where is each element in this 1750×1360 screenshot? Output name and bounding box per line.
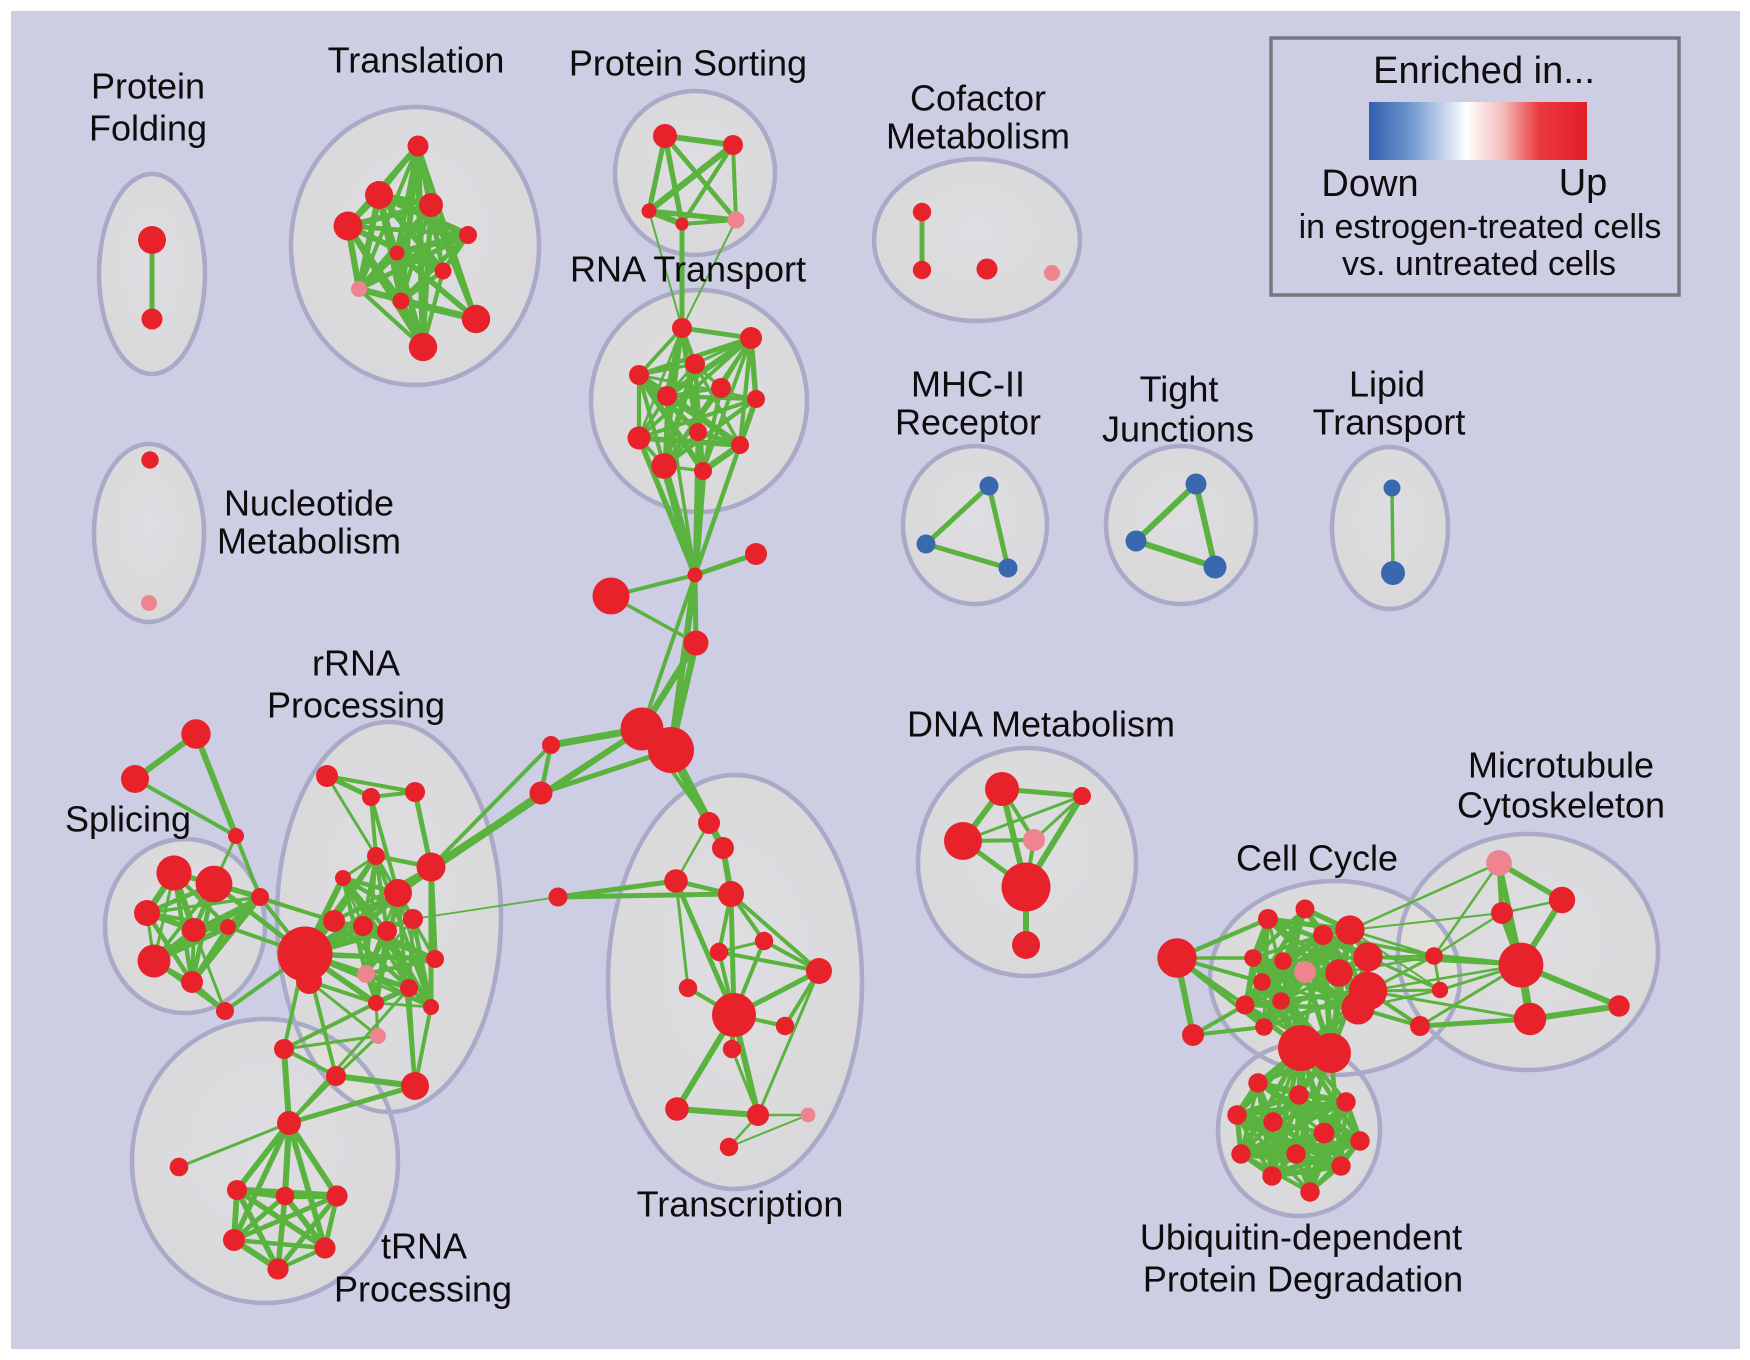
svg-text:Transport: Transport: [1313, 402, 1466, 443]
svg-text:in estrogen-treated cells: in estrogen-treated cells: [1299, 208, 1662, 246]
svg-text:Folding: Folding: [89, 108, 207, 149]
svg-text:vs. untreated cells: vs. untreated cells: [1342, 245, 1616, 283]
svg-text:Nucleotide: Nucleotide: [224, 483, 394, 524]
svg-text:Protein Degradation: Protein Degradation: [1143, 1259, 1463, 1300]
svg-text:Processing: Processing: [267, 685, 445, 726]
svg-text:Cell Cycle: Cell Cycle: [1236, 838, 1398, 879]
svg-text:DNA Metabolism: DNA Metabolism: [907, 704, 1175, 745]
svg-text:Cytoskeleton: Cytoskeleton: [1457, 785, 1665, 826]
svg-text:Receptor: Receptor: [895, 402, 1041, 443]
svg-text:Splicing: Splicing: [65, 799, 191, 840]
svg-text:Processing: Processing: [334, 1269, 512, 1310]
svg-text:Metabolism: Metabolism: [886, 116, 1070, 157]
svg-text:tRNA: tRNA: [381, 1226, 467, 1267]
svg-text:Protein Sorting: Protein Sorting: [569, 43, 807, 84]
svg-text:rRNA: rRNA: [312, 643, 400, 684]
svg-text:Ubiquitin-dependent: Ubiquitin-dependent: [1140, 1217, 1462, 1258]
svg-text:Translation: Translation: [328, 40, 505, 81]
svg-text:Down: Down: [1321, 163, 1418, 205]
svg-text:Up: Up: [1559, 162, 1608, 204]
svg-text:Lipid: Lipid: [1349, 364, 1425, 405]
svg-text:Metabolism: Metabolism: [217, 521, 401, 562]
svg-text:Junctions: Junctions: [1102, 409, 1254, 450]
svg-text:Cofactor: Cofactor: [910, 78, 1046, 119]
svg-text:Enriched in...: Enriched in...: [1373, 50, 1595, 92]
svg-text:MHC-II: MHC-II: [911, 364, 1025, 405]
svg-text:Tight: Tight: [1140, 369, 1219, 410]
svg-text:Transcription: Transcription: [637, 1184, 844, 1225]
svg-text:RNA Transport: RNA Transport: [570, 249, 806, 290]
svg-text:Microtubule: Microtubule: [1468, 745, 1654, 786]
svg-text:Protein: Protein: [91, 66, 205, 107]
